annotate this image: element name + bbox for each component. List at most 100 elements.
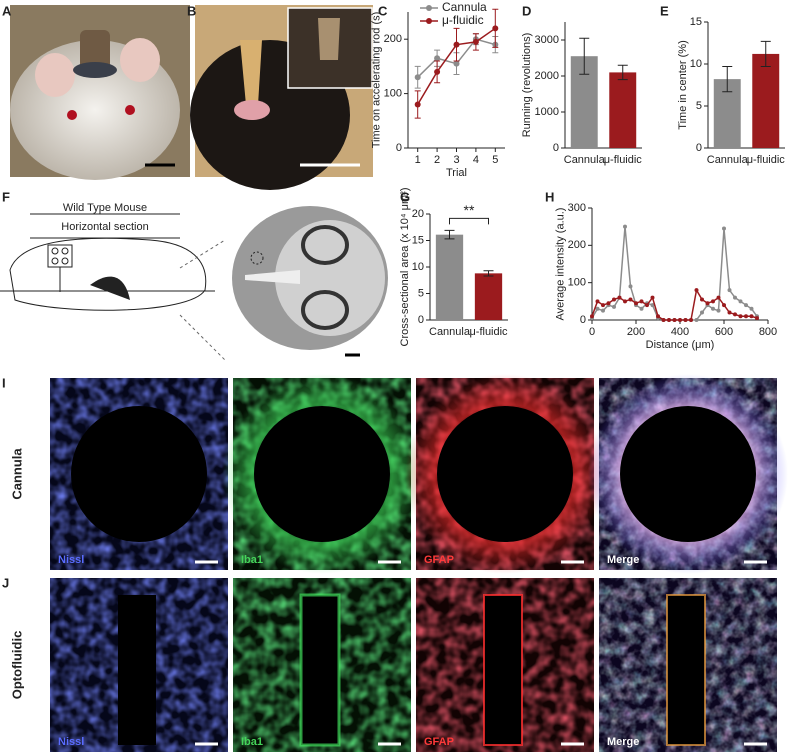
- data-point: [733, 312, 737, 317]
- data-point: [744, 303, 748, 308]
- panel-letter: G: [400, 189, 410, 204]
- y-tick-label: 2000: [535, 70, 559, 82]
- data-point: [727, 288, 732, 293]
- stain-label: Nissl: [58, 736, 84, 748]
- data-point: [694, 288, 699, 293]
- data-point: [606, 301, 611, 306]
- bar: [435, 234, 464, 320]
- legend-marker: [426, 18, 432, 24]
- x-tick-label: 0: [589, 326, 595, 338]
- y-axis-label: Time in center (%): [677, 40, 689, 129]
- legend-label: Cannula: [442, 0, 487, 14]
- row-label: Cannula: [9, 448, 24, 500]
- y-tick-label: 10: [690, 58, 702, 70]
- data-point: [595, 306, 600, 311]
- x-tick-label: 200: [627, 326, 645, 338]
- data-point: [617, 295, 622, 300]
- stain-label: Merge: [607, 736, 639, 748]
- axes: [591, 208, 768, 321]
- x-tick-label: 600: [715, 326, 733, 338]
- y-tick-label: 5: [696, 100, 702, 112]
- y-axis-label: Running (revolutions): [521, 33, 533, 138]
- data-point: [472, 38, 479, 45]
- y-axis-label: Average intensity (a.u.): [554, 208, 566, 321]
- data-point: [722, 303, 726, 308]
- error-bar: [444, 229, 455, 240]
- x-tick-label: 3: [453, 154, 459, 166]
- photo-b: [190, 5, 373, 190]
- data-point: [634, 301, 638, 306]
- diagram-subtitle: Horizontal section: [61, 221, 148, 233]
- y-tick-label: 200: [568, 239, 586, 251]
- y-tick-label: 100: [568, 277, 586, 289]
- x-tick-label: 4: [473, 154, 479, 166]
- series-line: [591, 226, 758, 321]
- x-tick-label: Cannula: [707, 154, 749, 166]
- data-point: [711, 299, 715, 304]
- x-axis-label: Trial: [446, 167, 467, 179]
- bar: [609, 72, 637, 148]
- data-point: [645, 303, 649, 308]
- panel-letter: I: [2, 375, 6, 390]
- data-point: [656, 314, 660, 319]
- y-tick-label: 15: [412, 234, 424, 246]
- micrographs-optofluidic: [50, 578, 777, 752]
- y-tick-label: 5: [418, 287, 424, 299]
- y-axis-label: Cross-sectional area (x 10⁴ μm²): [399, 188, 411, 347]
- panel-letter: J: [2, 575, 9, 590]
- data-point: [711, 306, 715, 311]
- data-point: [414, 101, 421, 108]
- x-tick-label: μ-fluidic: [604, 154, 643, 166]
- y-tick-label: 300: [568, 202, 586, 214]
- x-axis-label: Distance (μm): [646, 339, 715, 351]
- data-point: [453, 41, 460, 48]
- data-point: [716, 308, 721, 313]
- stain-label: GFAP: [424, 554, 454, 566]
- x-tick-label: 800: [759, 326, 777, 338]
- data-point: [749, 306, 754, 311]
- panel-letter: C: [378, 3, 388, 18]
- x-tick-label: 5: [492, 154, 498, 166]
- y-tick-label: 0: [396, 142, 402, 154]
- stain-label: Merge: [607, 554, 639, 566]
- y-tick-label: 0: [553, 142, 559, 154]
- data-point: [667, 318, 671, 322]
- data-point: [722, 226, 726, 231]
- y-tick-label: 200: [384, 33, 402, 45]
- x-tick-label: 1: [415, 154, 421, 166]
- stain-label: GFAP: [424, 736, 454, 748]
- micrographs-cannula: [50, 374, 788, 574]
- diagram-title: Wild Type Mouse: [63, 202, 147, 214]
- scale-bars: [195, 560, 767, 746]
- data-point: [414, 74, 421, 81]
- data-point: [755, 316, 759, 321]
- data-point: [434, 55, 441, 62]
- data-point: [628, 284, 633, 289]
- data-point: [678, 318, 682, 322]
- y-tick-label: 0: [418, 314, 424, 326]
- data-point: [672, 318, 677, 322]
- error-bar: [722, 66, 733, 93]
- data-point: [705, 301, 710, 306]
- x-tick-label: 400: [671, 326, 689, 338]
- data-point: [749, 314, 754, 319]
- bar: [752, 53, 780, 148]
- data-point: [628, 297, 633, 302]
- data-point: [639, 306, 644, 311]
- data-point: [434, 68, 441, 75]
- data-point: [650, 295, 655, 300]
- x-tick-label: Cannula: [429, 326, 471, 338]
- legend-marker: [426, 5, 432, 11]
- significance-bracket: [449, 217, 489, 225]
- data-point: [700, 310, 704, 315]
- error-bar: [483, 270, 494, 277]
- error-bar: [760, 40, 771, 68]
- data-point: [727, 310, 732, 315]
- y-tick-label: 15: [690, 16, 702, 28]
- bar: [474, 273, 503, 320]
- y-tick-label: 10: [412, 261, 424, 273]
- error-bar: [617, 64, 628, 81]
- annotation: **: [464, 202, 475, 218]
- data-point: [595, 299, 600, 304]
